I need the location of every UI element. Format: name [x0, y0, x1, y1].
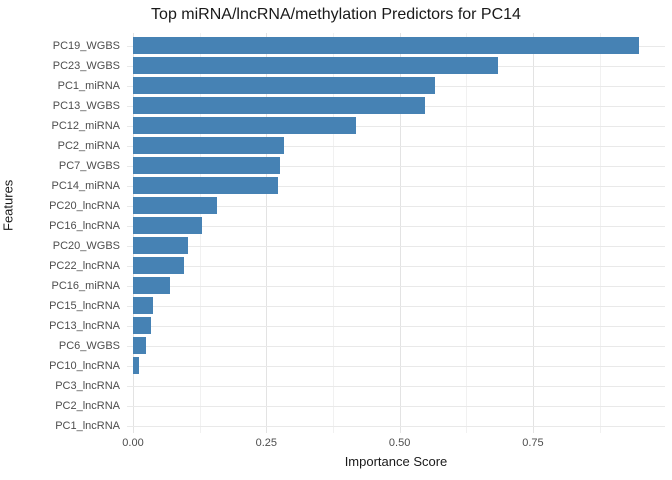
bar-PC22_lncRNA — [133, 257, 185, 274]
y-major-gridline — [127, 265, 665, 267]
y-major-gridline — [127, 405, 665, 407]
x-major-gridline — [399, 33, 401, 433]
bar-PC1_miRNA — [133, 77, 435, 94]
x-major-gridline — [266, 33, 268, 433]
bar-PC7_WGBS — [133, 157, 280, 174]
x-tick-label: 0.50 — [388, 437, 411, 449]
bar-PC13_WGBS — [133, 97, 425, 114]
x-tick-label: 0.00 — [122, 437, 144, 449]
y-major-gridline — [127, 325, 665, 327]
x-tick-label: 0.25 — [255, 437, 278, 449]
x-minor-gridline — [599, 33, 601, 433]
bar-PC10_lncRNA — [133, 357, 139, 374]
y-tick-label: PC13_lncRNA — [49, 319, 120, 332]
bar-PC16_miRNA — [133, 277, 170, 294]
y-tick-label: PC2_lncRNA — [55, 399, 120, 412]
y-major-gridline — [127, 365, 665, 367]
y-tick-label: PC20_lncRNA — [49, 199, 120, 212]
x-minor-gridline — [332, 33, 334, 433]
y-tick-label: PC3_lncRNA — [55, 379, 120, 392]
y-tick-label: PC16_lncRNA — [49, 219, 120, 232]
y-major-gridline — [127, 165, 665, 167]
y-tick-label: PC16_miRNA — [51, 279, 120, 292]
y-major-gridline — [127, 245, 665, 247]
y-major-gridline — [127, 285, 665, 287]
x-tick-label: 0.75 — [522, 437, 544, 449]
x-major-gridline — [532, 33, 534, 433]
y-major-gridline — [127, 225, 665, 227]
bar-PC23_WGBS — [133, 57, 498, 74]
y-tick-label: PC19_WGBS — [52, 39, 120, 52]
y-major-gridline — [127, 345, 665, 347]
y-major-gridline — [127, 425, 665, 427]
y-tick-label: PC2_miRNA — [57, 139, 120, 152]
y-tick-label: PC23_WGBS — [52, 59, 120, 72]
bar-PC14_miRNA — [133, 177, 278, 194]
plot-panel — [127, 33, 665, 433]
y-tick-label: PC13_WGBS — [52, 99, 120, 112]
bar-PC6_WGBS — [133, 337, 146, 354]
bar-PC2_miRNA — [133, 137, 284, 154]
y-tick-label: PC1_lncRNA — [55, 419, 120, 432]
y-major-gridline — [127, 385, 665, 387]
bar-PC15_lncRNA — [133, 297, 154, 314]
y-tick-label: PC14_miRNA — [51, 179, 120, 192]
bar-PC20_lncRNA — [133, 197, 218, 214]
bar-PC13_lncRNA — [133, 317, 151, 334]
y-tick-label: PC15_lncRNA — [49, 299, 120, 312]
y-tick-label: PC1_miRNA — [57, 79, 120, 92]
y-major-gridline — [127, 305, 665, 307]
bar-PC12_miRNA — [133, 117, 357, 134]
y-major-gridline — [127, 125, 665, 127]
bar-PC19_WGBS — [133, 37, 639, 54]
bar-PC20_WGBS — [133, 237, 188, 254]
y-tick-label: PC7_WGBS — [58, 159, 120, 172]
y-tick-label: PC6_WGBS — [58, 339, 120, 352]
y-tick-label: PC22_lncRNA — [49, 259, 120, 272]
y-major-gridline — [127, 145, 665, 147]
y-tick-label: PC10_lncRNA — [49, 359, 120, 372]
y-tick-label: PC12_miRNA — [51, 119, 120, 132]
bar-PC16_lncRNA — [133, 217, 202, 234]
x-minor-gridline — [466, 33, 468, 433]
y-major-gridline — [127, 205, 665, 207]
chart-title: Top miRNA/lncRNA/methylation Predictors … — [151, 6, 521, 23]
y-tick-label: PC20_WGBS — [52, 239, 120, 252]
y-major-gridline — [127, 185, 665, 187]
x-axis-title: Importance Score — [344, 454, 448, 469]
